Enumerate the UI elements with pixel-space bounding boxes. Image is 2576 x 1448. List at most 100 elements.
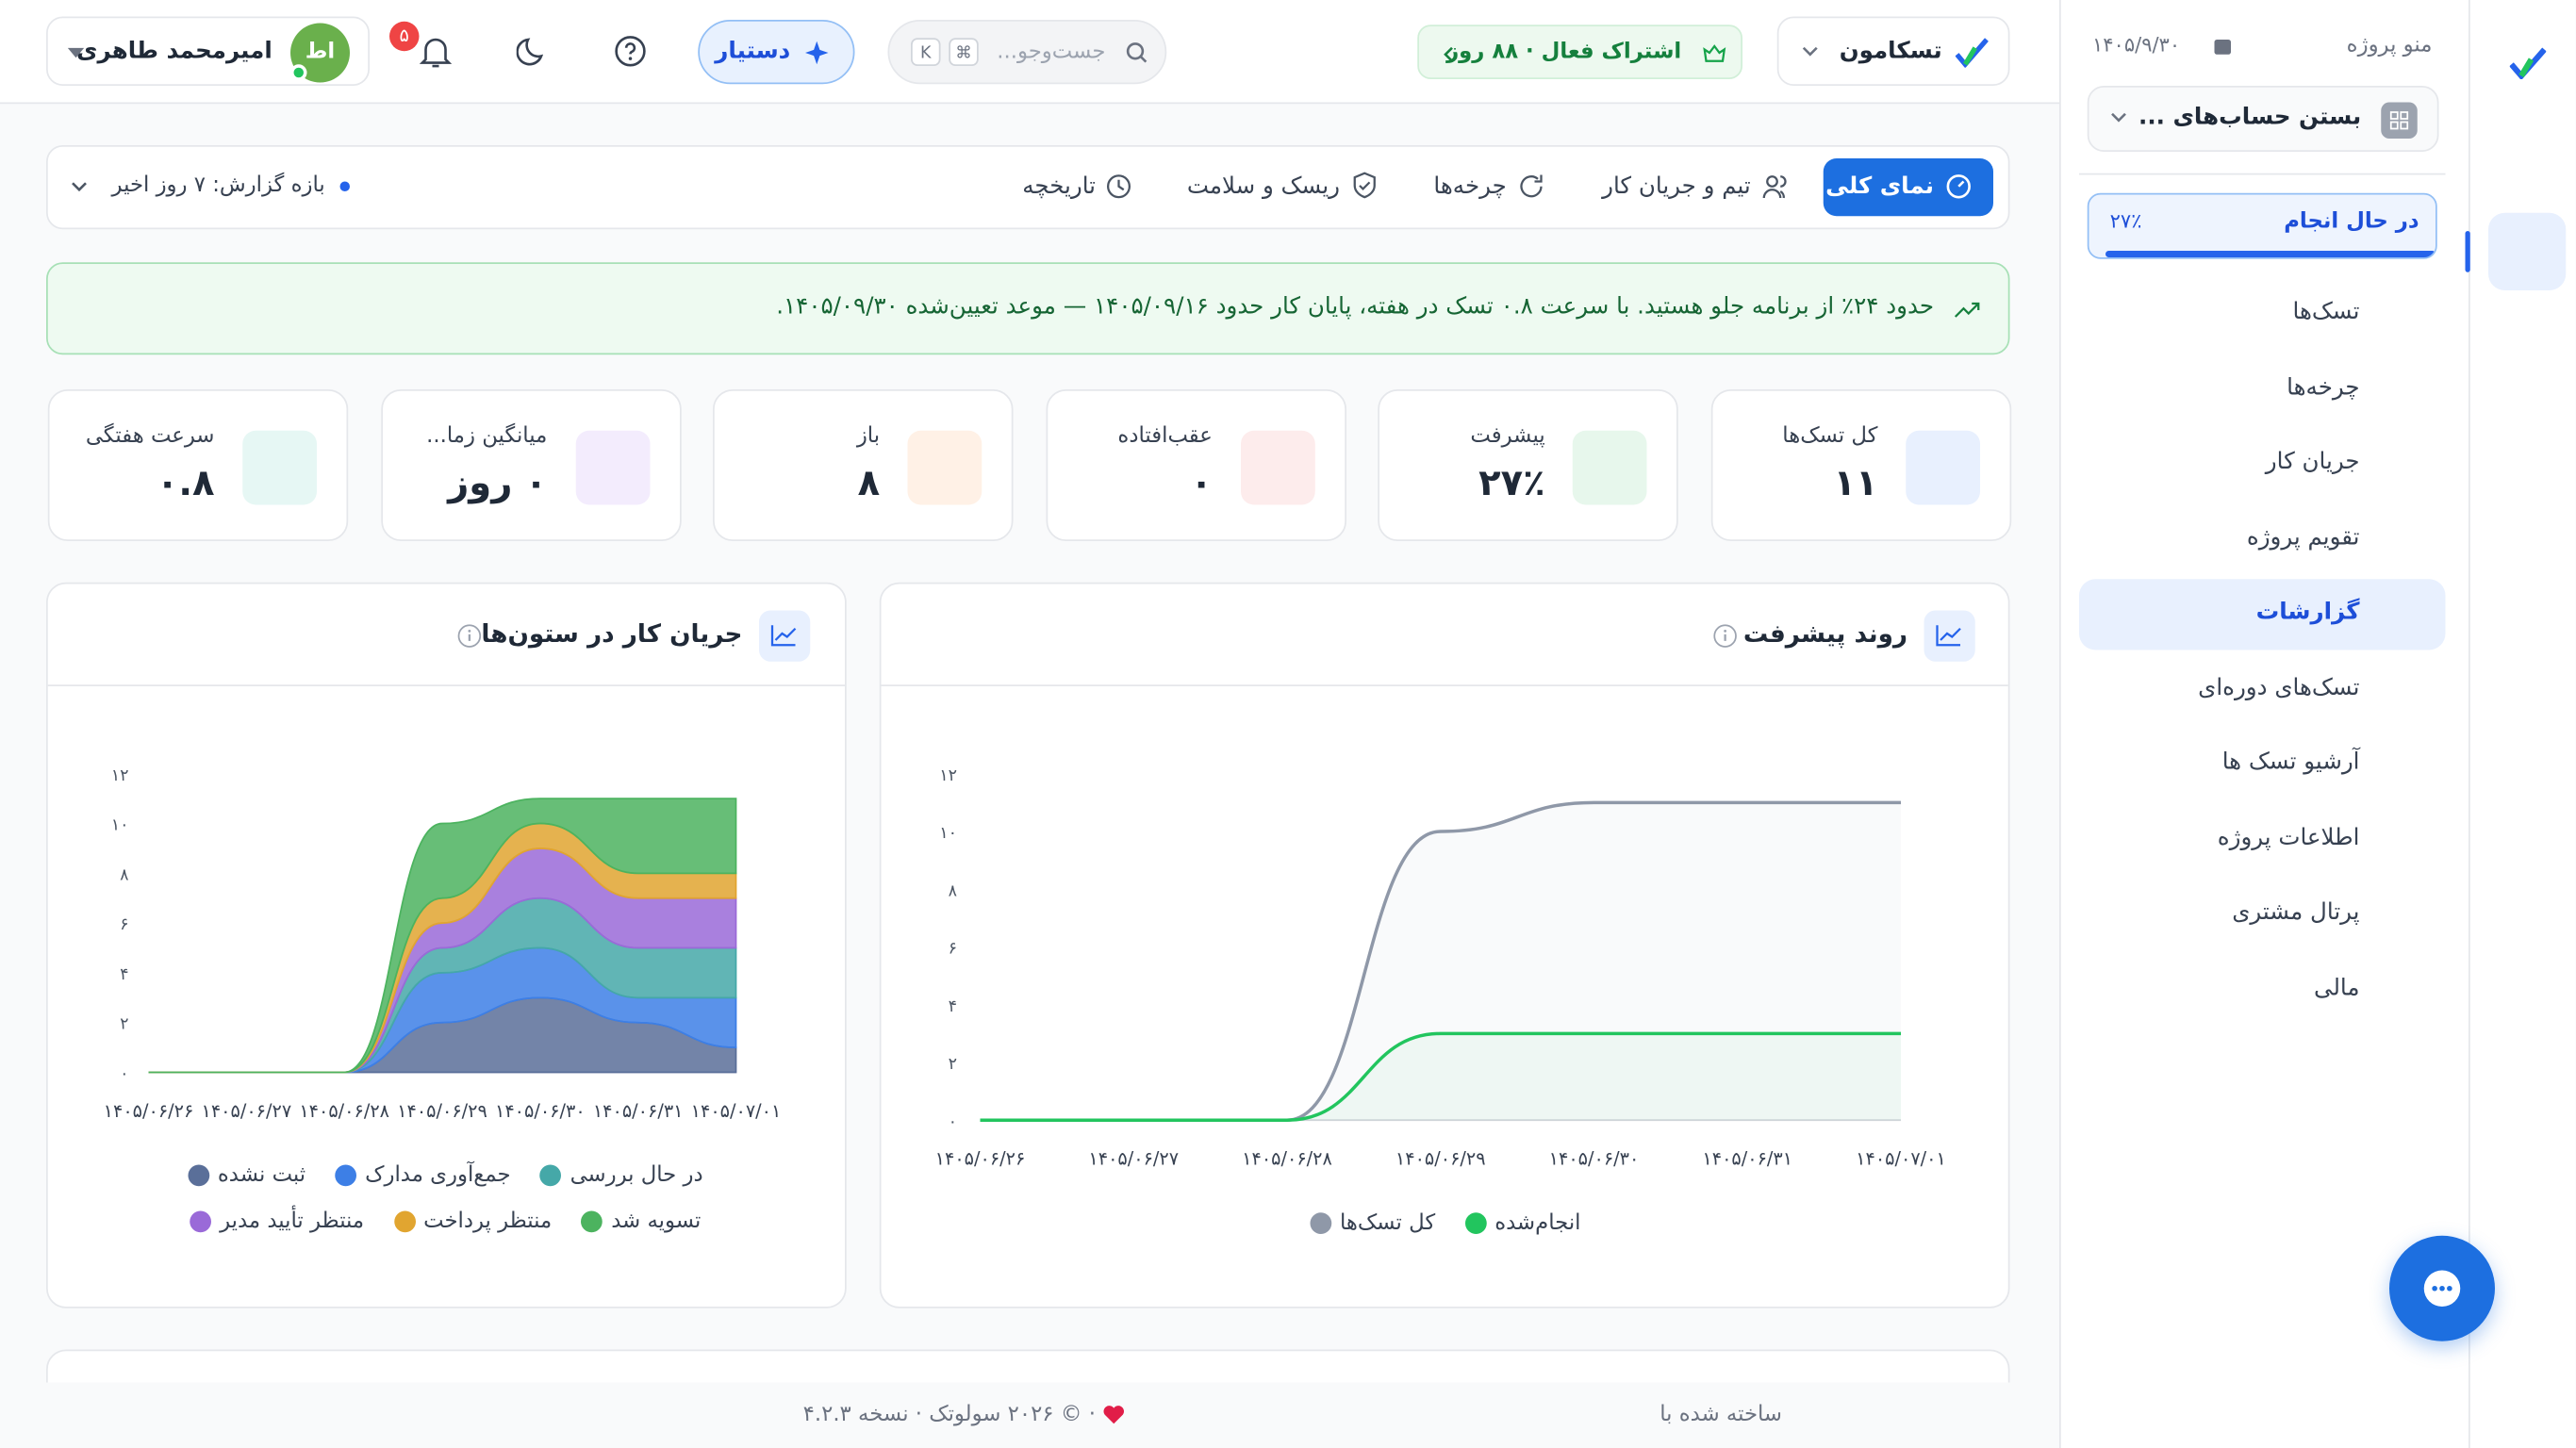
nav-item[interactable]: تسک‌ها bbox=[2079, 279, 2446, 350]
kpi-icon bbox=[242, 430, 317, 505]
icon bbox=[468, 629, 471, 633]
nav-item[interactable]: آرشیو تسک ها bbox=[2079, 730, 2446, 800]
panel bbox=[290, 64, 307, 81]
kpi-label: سرعت هفتگی bbox=[85, 423, 215, 449]
legend-swatch bbox=[1464, 1211, 1487, 1234]
x-tick-label: ۱۴۰۵/۰۶/۲۶ bbox=[935, 1148, 1026, 1170]
theme-icon[interactable] bbox=[516, 35, 550, 68]
icon bbox=[1106, 174, 1131, 199]
legend-item[interactable]: انجام‌شده bbox=[1464, 1199, 1581, 1245]
panel bbox=[2381, 102, 2418, 139]
report-range[interactable]: بازه گزارش: ۷ روز اخیر bbox=[111, 173, 325, 198]
y-tick-label: ۲ bbox=[949, 1055, 957, 1074]
legend-item[interactable]: تسویه شد bbox=[581, 1198, 701, 1244]
x-tick-label: ۱۴۰۵/۰۶/۲۶ bbox=[104, 1100, 194, 1122]
nav-item[interactable]: جریان کار bbox=[2079, 429, 2446, 500]
icon bbox=[2518, 58, 2535, 78]
tab[interactable]: تیم و جریان کار bbox=[1602, 173, 1751, 200]
subscription[interactable]: اشتراک فعال · ۸۸ روز bbox=[1417, 25, 1742, 79]
kpi-card: باز ۸ bbox=[713, 389, 1014, 541]
nav-label: چرخه‌ها bbox=[2287, 373, 2360, 401]
icon bbox=[2423, 1270, 2461, 1307]
label: بستن حساب‌های ... bbox=[2138, 104, 2362, 131]
icon bbox=[1106, 174, 1131, 199]
icon bbox=[67, 47, 85, 58]
label: دستیار bbox=[715, 38, 791, 65]
legend-item[interactable]: در حال بررسی bbox=[540, 1152, 703, 1198]
nav-item[interactable]: مالی bbox=[2079, 954, 2446, 1025]
icon bbox=[72, 182, 87, 192]
legend-item[interactable]: کل تسک‌ها bbox=[1310, 1199, 1435, 1245]
panel bbox=[339, 181, 350, 191]
chart-title: جریان کار در ستون‌ها bbox=[481, 618, 743, 649]
nav-label: مالی bbox=[2314, 974, 2360, 1001]
legend-item[interactable]: منتظر پرداخت bbox=[393, 1198, 552, 1244]
icon bbox=[2389, 111, 2409, 130]
tab[interactable]: چرخه‌ها bbox=[1433, 173, 1507, 200]
legend-label: کل تسک‌ها bbox=[1339, 1209, 1436, 1235]
nav-item[interactable]: گزارشات bbox=[2079, 579, 2446, 650]
icon bbox=[1353, 172, 1376, 199]
icon bbox=[1353, 172, 1376, 199]
nav-item[interactable]: چرخه‌ها bbox=[2079, 354, 2446, 424]
nav-label: پرتال مشتری bbox=[2232, 898, 2360, 926]
panel bbox=[881, 684, 2008, 686]
legend-swatch bbox=[335, 1163, 357, 1186]
y-tick-label: ۶ bbox=[120, 915, 128, 934]
icon bbox=[624, 42, 636, 55]
charts-layer: ۰ ۲ ۴ ۶ ۸ ۱۰ ۱۲ ۱۴۰۵/۰۶/۲۶ ۱۴۰۵/۰۶/۲۷ ۱۴۰۵/۰۶/۲۸ ۱… bbox=[104, 766, 1946, 1170]
x-tick-label: ۱۴۰۵/۰۶/۲۷ bbox=[1088, 1148, 1179, 1170]
icon bbox=[1762, 175, 1787, 199]
icon bbox=[2432, 1285, 2437, 1292]
project-switch[interactable]: تسکامون bbox=[1776, 16, 2010, 86]
tabs-bar bbox=[46, 145, 2010, 230]
label: تسکامون bbox=[1839, 38, 1942, 65]
icon bbox=[1802, 46, 1818, 57]
x-tick-label: ۱۴۰۵/۰۷/۰۱ bbox=[1856, 1148, 1946, 1170]
icon bbox=[2214, 40, 2231, 55]
legend-item[interactable]: منتظر تأیید مدیر bbox=[190, 1198, 365, 1244]
footer bbox=[0, 1382, 2059, 1448]
icon bbox=[1703, 44, 1726, 62]
legend-swatch bbox=[188, 1163, 210, 1186]
icon[interactable] bbox=[1713, 624, 1738, 649]
kpi-card: سرعت هفتگی ۰.۸ bbox=[47, 389, 349, 541]
legend-swatch bbox=[581, 1209, 603, 1232]
icon[interactable] bbox=[457, 624, 482, 649]
kpi-icon bbox=[575, 430, 650, 505]
nav-item[interactable]: اطلاعات پروژه bbox=[2079, 804, 2446, 875]
kpi-label: عقب‌افتاده bbox=[1117, 423, 1213, 449]
icon bbox=[1703, 44, 1726, 62]
nav-item[interactable]: تقویم پروژه bbox=[2079, 504, 2446, 575]
icon[interactable] bbox=[71, 182, 88, 193]
legend-swatch bbox=[393, 1209, 416, 1232]
icon bbox=[628, 57, 633, 60]
kpi-label: میانگین زما... bbox=[426, 423, 548, 449]
nav-item[interactable]: تسک‌های دوره‌ای bbox=[2079, 654, 2446, 725]
y-tick-label: ۱۰ bbox=[939, 824, 957, 843]
tab[interactable]: نمای کلی bbox=[1825, 173, 1934, 200]
assistant-button[interactable]: دستیار bbox=[698, 20, 855, 85]
x-tick-label: ۱۴۰۵/۰۶/۳۱ bbox=[593, 1100, 684, 1122]
y-tick-label: ۴ bbox=[120, 965, 128, 984]
legend-label: منتظر تأیید مدیر bbox=[220, 1208, 365, 1234]
nav-item[interactable]: پرتال مشتری bbox=[2079, 880, 2446, 950]
kpi-card: کل تسک‌ها ۱۱ bbox=[1710, 389, 2012, 541]
y-tick-label: ۲ bbox=[120, 1015, 128, 1034]
tab-active[interactable] bbox=[1823, 158, 1993, 217]
kpi-value: ۰ روز bbox=[448, 463, 548, 505]
help-icon[interactable] bbox=[614, 35, 647, 68]
icon bbox=[2389, 111, 2409, 130]
legend-item[interactable]: جمع‌آوری مدارک bbox=[335, 1152, 511, 1198]
project-select[interactable] bbox=[2087, 86, 2439, 152]
bell-icon[interactable] bbox=[419, 35, 453, 72]
x-tick-label: ۱۴۰۵/۰۶/۲۸ bbox=[1242, 1148, 1332, 1170]
y-tick-label: ۰ bbox=[120, 1065, 128, 1084]
tab[interactable]: ریسک و سلامت bbox=[1186, 173, 1340, 200]
tab[interactable]: تاریخچه bbox=[1022, 173, 1096, 200]
user-menu[interactable]: اط امیرمحمد طاهری bbox=[46, 16, 370, 86]
legend-item[interactable]: ثبت نشده bbox=[188, 1152, 305, 1198]
search[interactable]: جست‌وجو... ⌘ K bbox=[887, 20, 1167, 85]
x-tick-label: ۱۴۰۵/۰۷/۰۱ bbox=[691, 1100, 782, 1122]
